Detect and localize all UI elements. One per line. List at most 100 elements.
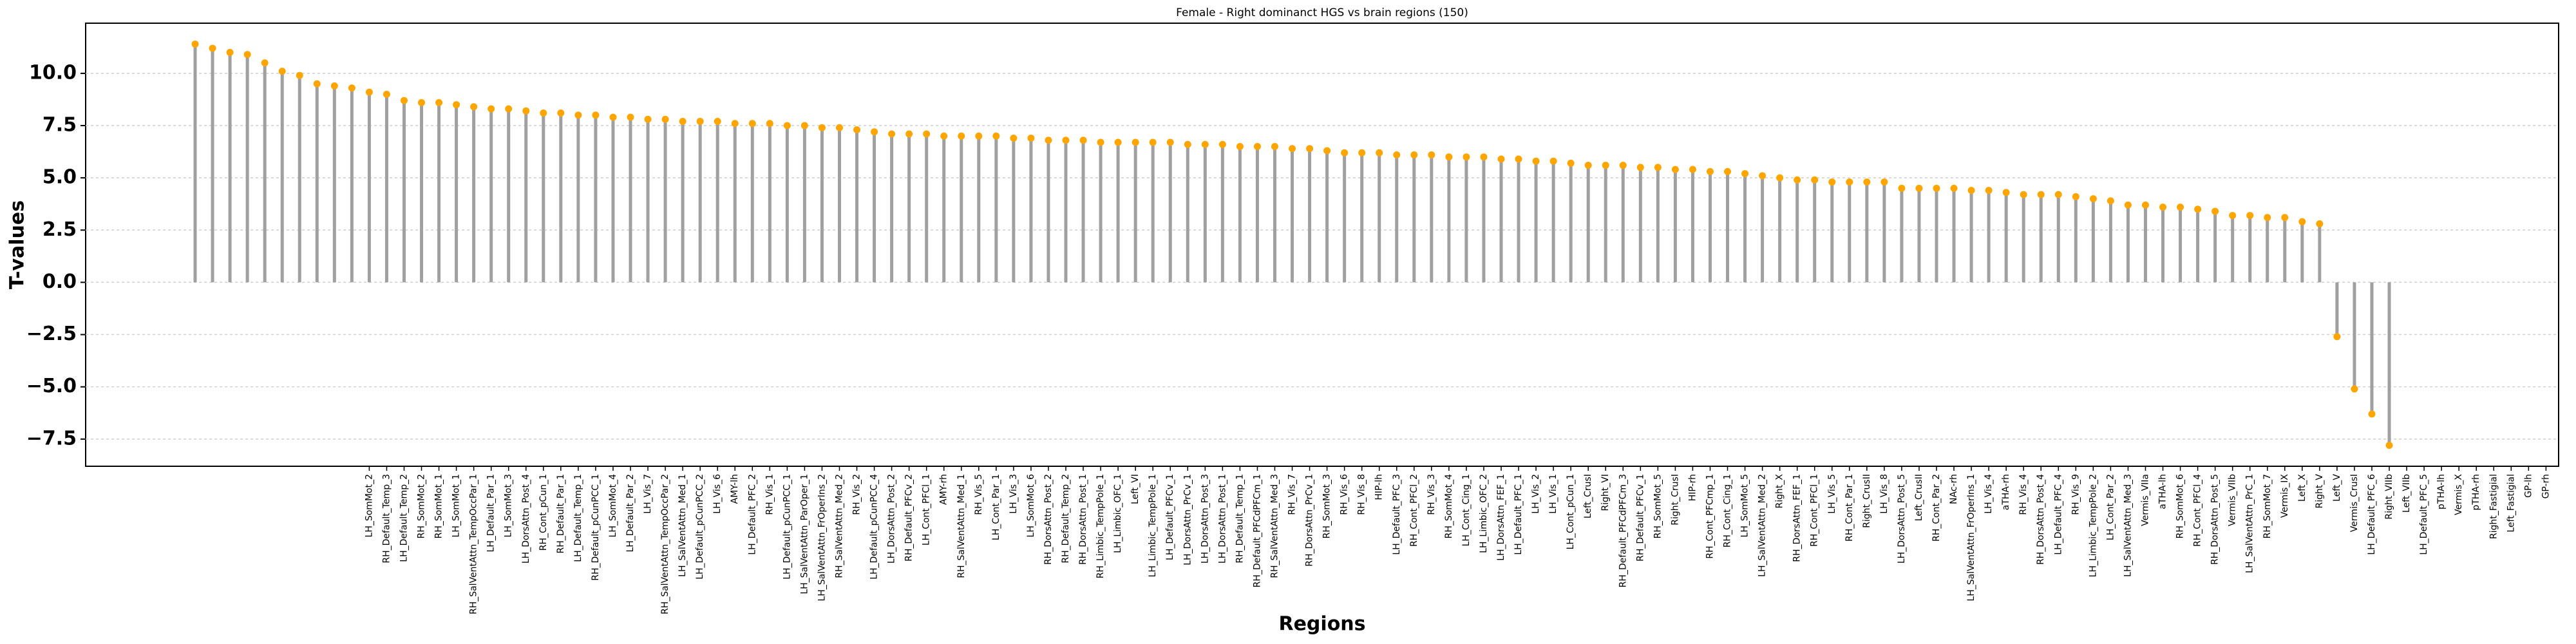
marker xyxy=(1097,138,1104,146)
x-tick-label: LH_SomMot_5 xyxy=(1740,474,1750,537)
marker xyxy=(1567,159,1575,167)
x-tick-label: LH_SalVentAttn_FrOperIns_2 xyxy=(817,474,827,601)
x-tick-label: LH_Default_pCunPCC_2 xyxy=(695,474,705,580)
x-tick-label: RH_SomMot_5 xyxy=(1653,474,1663,538)
x-tick-label: RH_Default_PFCv_1 xyxy=(1635,474,1645,562)
x-tick-label: RH_SomMot_4 xyxy=(1444,474,1454,538)
x-tick-label: GP-lh xyxy=(2523,474,2533,498)
marker xyxy=(1741,170,1749,178)
x-tick-label: LH_SalVentAttn_PrC_1 xyxy=(2245,474,2255,573)
marker xyxy=(2368,410,2376,418)
marker xyxy=(1706,167,1714,175)
marker xyxy=(1253,142,1261,150)
x-tick-label: LH_Cont_Par_2 xyxy=(2105,474,2116,540)
x-tick-label: RH_Cont_PFCl_1 xyxy=(1810,474,1820,547)
x-tick-label: LH_SomMot_1 xyxy=(451,474,462,537)
marker xyxy=(1341,149,1349,156)
marker xyxy=(2141,201,2149,209)
x-tick-label: RH_SomMot_7 xyxy=(2262,474,2273,538)
marker xyxy=(470,103,478,111)
x-tick-label: RH_DorsAttn_Post_4 xyxy=(2036,474,2046,565)
marker xyxy=(818,124,826,131)
marker xyxy=(2002,189,2010,196)
x-tick-label: RH_Limbic_TempPole_1 xyxy=(1095,474,1106,578)
marker xyxy=(888,130,896,138)
x-tick-label: RH_Vis_4 xyxy=(2018,474,2029,515)
x-tick-label: RH_Default_Temp_1 xyxy=(1235,474,1245,564)
marker xyxy=(435,99,443,106)
marker xyxy=(1358,149,1366,156)
chart-title: Female - Right dominanct HGS vs brain re… xyxy=(1176,6,1468,19)
x-tick-label: LH_SalVentAttn_ParOper_1 xyxy=(799,474,810,594)
marker xyxy=(1828,178,1836,186)
marker xyxy=(522,107,530,115)
marker xyxy=(488,105,495,113)
x-tick-label: aTHA-lh xyxy=(2158,474,2168,509)
marker xyxy=(1410,151,1418,158)
marker xyxy=(1915,184,1923,192)
marker xyxy=(1480,153,1488,161)
x-tick-label: LH_SomMot_4 xyxy=(608,474,618,538)
marker xyxy=(2385,442,2393,450)
x-tick-label: Vermis_IX xyxy=(2280,474,2290,518)
marker xyxy=(2159,204,2167,211)
x-tick-label: RH_Cont_Par_1 xyxy=(1844,474,1855,542)
x-tick-label: LH_Cont_Par_1 xyxy=(991,474,1001,540)
marker xyxy=(1045,137,1052,144)
marker xyxy=(1950,184,1958,192)
y-tick-label: 0.0 xyxy=(43,270,77,293)
marker xyxy=(2316,220,2324,228)
x-tick-label: LH_DorsAttn_Post_3 xyxy=(1200,474,1210,564)
marker xyxy=(975,132,983,140)
marker xyxy=(1306,145,1314,153)
marker xyxy=(2177,204,2184,211)
marker xyxy=(609,113,617,121)
x-tick-label: LH_Vis_7 xyxy=(643,474,653,514)
x-tick-label: Left_VI xyxy=(1130,474,1141,504)
marker xyxy=(1549,157,1557,165)
x-tick-label: LH_Vis_5 xyxy=(1827,474,1837,514)
marker xyxy=(505,105,513,113)
x-tick-label: RH_DorsAttn_Post_1 xyxy=(1078,474,1088,565)
x-tick-label: RH_Default_pCunPCC_1 xyxy=(591,474,601,581)
x-tick-label: Right_V xyxy=(2315,474,2325,509)
x-tick-label: RH_DorsAttn_Post_2 xyxy=(1043,474,1054,565)
marker xyxy=(1010,134,1018,142)
x-tick-label: RH_Cont_PFCl_4 xyxy=(2193,474,2203,547)
x-tick-label: pTHA-rh xyxy=(2471,474,2481,511)
marker xyxy=(1428,151,1435,158)
marker xyxy=(574,111,582,119)
x-tick-label: Right_X xyxy=(1775,474,1785,509)
marker xyxy=(2194,205,2202,213)
marker xyxy=(714,118,721,126)
x-tick-label: RH_Cont_PFCmp_1 xyxy=(1705,474,1715,559)
marker xyxy=(2107,197,2114,205)
x-tick-label: RH_DorsAttn_Post_5 xyxy=(2210,474,2221,565)
marker xyxy=(1149,138,1157,146)
x-tick-label: LH_Vis_6 xyxy=(712,474,723,514)
x-tick-label: aTHA-rh xyxy=(2001,474,2011,510)
marker xyxy=(940,132,948,140)
x-tick-label: LH_Default_pCunPCC_1 xyxy=(782,474,792,580)
marker xyxy=(2124,201,2132,209)
marker xyxy=(1166,138,1174,146)
x-tick-label: Vermis_VIIb xyxy=(2228,474,2238,526)
marker xyxy=(1184,140,1191,148)
x-tick-label: RH_SomMot_3 xyxy=(1322,474,1332,538)
marker xyxy=(226,48,234,56)
marker xyxy=(853,126,861,134)
marker xyxy=(696,118,704,126)
x-tick-label: RH_SomMot_1 xyxy=(434,474,444,538)
marker xyxy=(1445,153,1453,161)
plot-frame xyxy=(85,23,2559,467)
y-tick-label: −2.5 xyxy=(26,323,77,345)
marker xyxy=(871,128,878,136)
marker xyxy=(1515,155,1522,163)
x-tick-label: LH_Vis_1 xyxy=(1548,474,1558,514)
marker xyxy=(923,130,931,138)
x-tick-label: RH_SalVentAttn_Med_3 xyxy=(1269,474,1280,578)
x-tick-label: LH_Vis_3 xyxy=(1009,474,1019,514)
x-tick-label: RH_Default_PFCv_2 xyxy=(904,474,914,562)
marker xyxy=(1846,178,1853,186)
marker xyxy=(627,113,634,121)
